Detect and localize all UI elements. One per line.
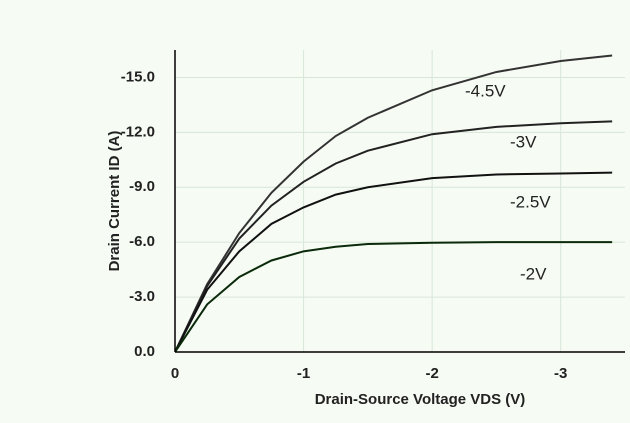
y-tick-label: -15.0 bbox=[121, 68, 155, 85]
y-axis-label: Drain Current ID (A) bbox=[106, 131, 123, 272]
x-tick-label: -2 bbox=[425, 365, 438, 382]
x-tick-label: -3 bbox=[554, 365, 567, 382]
y-tick-label: -3.0 bbox=[129, 288, 155, 305]
series-line bbox=[175, 171, 613, 352]
plot-area bbox=[175, 54, 613, 352]
y-tick-label: -6.0 bbox=[129, 233, 155, 250]
series-label: -4.5V bbox=[465, 81, 506, 100]
series-line bbox=[175, 54, 613, 352]
series-label: -2V bbox=[520, 264, 547, 283]
series-line bbox=[175, 241, 613, 352]
series-line bbox=[175, 120, 613, 352]
series-label: -2.5V bbox=[510, 192, 551, 211]
x-axis-label: Drain-Source Voltage VDS (V) bbox=[315, 391, 526, 408]
y-tick-label: 0.0 bbox=[134, 343, 155, 360]
x-tick-label: -1 bbox=[297, 365, 310, 382]
series-label: -3V bbox=[510, 132, 537, 151]
x-tick-label: 0 bbox=[171, 365, 179, 382]
y-tick-label: -9.0 bbox=[129, 178, 155, 195]
y-tick-label: -12.0 bbox=[121, 123, 155, 140]
